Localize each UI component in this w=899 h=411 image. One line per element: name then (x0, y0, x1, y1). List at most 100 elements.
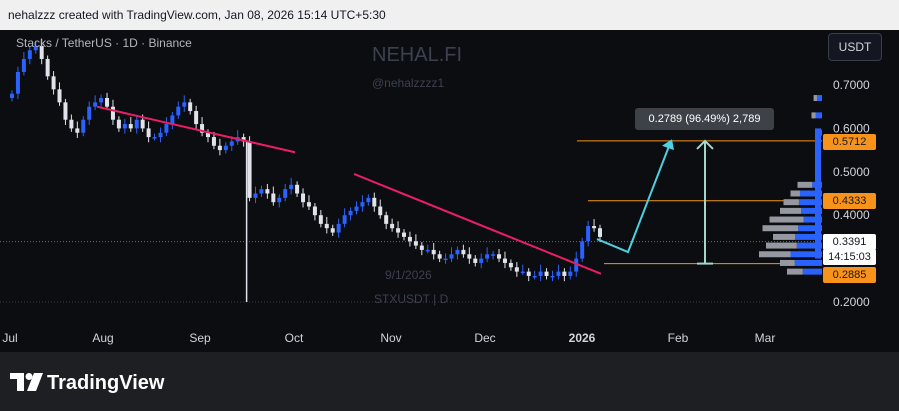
y-tick-label-0: 0.2000 (833, 295, 870, 309)
candle-body-13 (87, 106, 92, 120)
candle-body-94 (568, 271, 573, 276)
currency-button[interactable]: USDT (828, 33, 882, 61)
candle-body-31 (194, 111, 199, 125)
candle-body-69 (419, 245, 424, 250)
watermark-handle: @nehalzzzz1 (372, 76, 445, 90)
trendline-0 (96, 105, 296, 154)
candle-body-95 (574, 258, 579, 272)
projection-arrow (596, 143, 671, 254)
candle-body-81 (491, 254, 496, 256)
candle-body-73 (443, 258, 448, 261)
candle-body-22 (140, 119, 145, 129)
profile-up-bar-12 (815, 112, 822, 119)
candle-body-67 (407, 236, 412, 242)
candle-body-87 (526, 271, 531, 276)
candle-body-83 (502, 258, 507, 263)
candle-body-77 (467, 254, 472, 259)
profile-down-bar-7 (780, 207, 801, 214)
candle-body-33 (206, 132, 210, 138)
current-price-tag: 0.3391 (823, 234, 876, 250)
level-tag-2: 0.2885 (823, 267, 876, 283)
candle-body-61 (372, 197, 377, 207)
watermark-symbol: STXUSDT | D (374, 292, 449, 306)
profile-up-bar-0 (802, 268, 822, 275)
candle-body-74 (449, 254, 454, 259)
price-chart[interactable]: 0.20000.30000.40000.50000.60000.7000JulA… (0, 30, 899, 352)
candle-body-99 (598, 228, 602, 237)
candle-body-5 (39, 45, 44, 59)
candle-body-1 (15, 71, 20, 94)
candle-body-40 (247, 141, 252, 198)
measure-label[interactable]: 0.2789 (96.49%) 2,789 (635, 108, 774, 130)
candle-body-70 (425, 249, 430, 252)
candle-body-29 (182, 102, 187, 107)
candle-body-28 (176, 106, 181, 116)
x-tick-label-2: Sep (189, 331, 211, 345)
candle-body-82 (497, 254, 502, 259)
candle-body-47 (289, 184, 294, 190)
candle-body-62 (378, 206, 383, 216)
candle-body-72 (437, 254, 442, 259)
candle-body-35 (217, 145, 222, 151)
projection-arrowhead (662, 139, 674, 151)
x-tick-label-8: Mar (755, 331, 776, 345)
candle-body-9 (63, 102, 68, 120)
candle-body-18 (116, 119, 121, 129)
candle-body-36 (223, 145, 228, 151)
profile-up-bar-2 (790, 251, 822, 258)
candle-body-85 (514, 267, 519, 272)
profile-down-bar-5 (762, 225, 799, 232)
candle-body-78 (473, 258, 478, 263)
candle-body-55 (336, 223, 341, 233)
candle-body-52 (318, 215, 323, 224)
candle-body-60 (366, 197, 371, 203)
candle-body-45 (277, 197, 282, 203)
profile-up-bar-5 (798, 225, 822, 232)
candle-body-48 (295, 184, 300, 194)
profile-up-bar-1 (794, 259, 822, 266)
y-tick-label-5: 0.7000 (833, 78, 870, 92)
symbol-label[interactable]: Stacks / TetherUS · 1D · Binance (16, 36, 192, 50)
x-tick-label-5: Dec (474, 331, 495, 345)
candle-body-71 (431, 249, 436, 255)
profile-down-bar-12 (811, 112, 816, 119)
candle-body-86 (520, 271, 525, 274)
profile-down-bar-6 (769, 216, 804, 223)
candle-body-56 (342, 215, 347, 224)
level-tag-1: 0.4333 (823, 193, 876, 209)
profile-edge (815, 128, 821, 259)
tradingview-brand[interactable]: TradingView (47, 372, 165, 394)
x-tick-label-4: Nov (380, 331, 401, 345)
measure-head (696, 139, 714, 150)
candle-body-76 (461, 249, 466, 255)
price-axis-bg (822, 30, 899, 352)
x-tick-label-7: Feb (668, 331, 689, 345)
profile-up-bar-4 (795, 233, 822, 240)
profile-up-bar-7 (801, 207, 822, 214)
candle-body-21 (134, 119, 139, 129)
candle-body-26 (164, 124, 169, 133)
candle-body-37 (229, 141, 234, 146)
candle-body-25 (158, 132, 163, 138)
candle-body-11 (75, 128, 80, 133)
countdown-tag: 14:15:03 (823, 249, 876, 265)
candle-body-41 (253, 193, 258, 198)
candle-body-59 (360, 202, 365, 207)
candle-body-42 (259, 189, 264, 194)
candle-body-64 (390, 223, 395, 229)
x-tick-label-1: Aug (92, 331, 113, 345)
candle-body-7 (51, 76, 56, 90)
candle-body-17 (110, 106, 115, 120)
footer-bar: TradingView (0, 352, 899, 411)
candle-body-51 (312, 206, 317, 216)
level-tag-0: 0.5712 (823, 134, 876, 150)
candle-body-97 (586, 226, 591, 242)
candle-body-43 (265, 189, 270, 194)
profile-up-bar-8 (798, 199, 822, 206)
watermark-title: NEHAL.FI (372, 44, 463, 66)
candle-body-91 (550, 275, 555, 278)
profile-up-bar-13 (816, 95, 822, 102)
profile-up-bar-6 (803, 216, 822, 223)
candle-body-54 (330, 228, 335, 233)
chart-area[interactable]: 0.20000.30000.40000.50000.60000.7000JulA… (0, 30, 899, 352)
